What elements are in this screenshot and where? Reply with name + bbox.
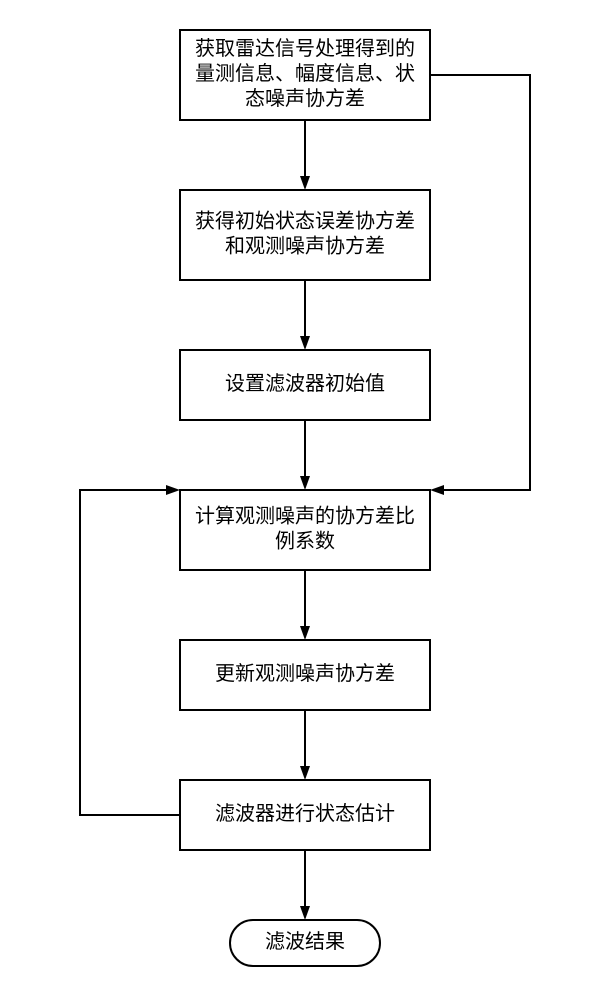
flow-n5-label: 更新观测噪声协方差	[215, 662, 395, 685]
flow-n7-label: 滤波结果	[265, 930, 345, 953]
flow-n6-label: 滤波器进行状态估计	[215, 802, 395, 825]
flow-n3-label: 设置滤波器初始值	[225, 372, 385, 395]
